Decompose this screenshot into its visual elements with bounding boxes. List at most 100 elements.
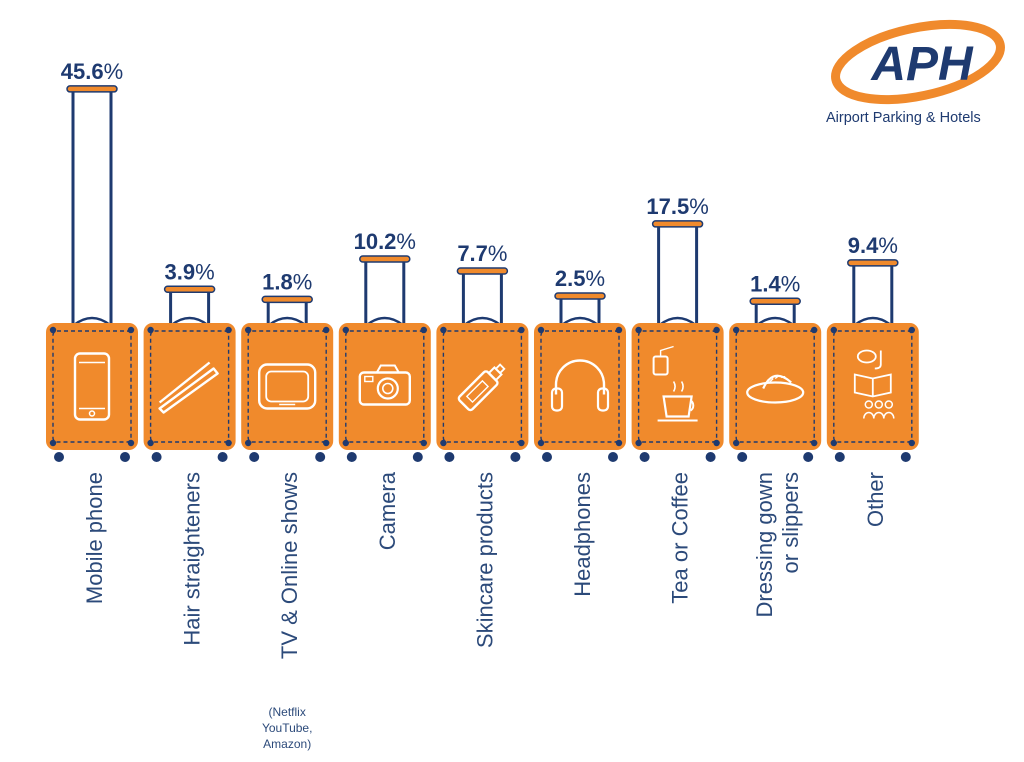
rivet <box>127 439 135 447</box>
handle-grip <box>554 292 606 300</box>
wheel <box>315 452 326 462</box>
handle-grip <box>359 255 411 263</box>
category-label: Tea or Coffee <box>668 472 693 604</box>
handle-grip <box>847 259 899 267</box>
luggage-bar: 2.5% Headphones <box>534 266 626 597</box>
category-label: Other <box>863 472 888 527</box>
wheel <box>249 452 260 462</box>
luggage-bar: 9.4% Other <box>826 233 919 527</box>
value-label: 3.9% <box>165 259 215 284</box>
carry-handle <box>463 316 502 326</box>
category-label: Headphones <box>570 472 595 597</box>
rivet <box>127 326 135 334</box>
rivet <box>635 326 642 334</box>
luggage-bar: 45.6% Mobile phone <box>46 59 138 604</box>
rivet <box>615 326 623 334</box>
carry-handle <box>756 316 794 326</box>
carry-handle <box>268 316 306 326</box>
rivet <box>245 326 252 334</box>
handle-grip <box>651 220 704 228</box>
wheel <box>510 452 521 462</box>
wheel <box>834 452 845 462</box>
suitcase-stitching <box>52 330 132 443</box>
rivet <box>830 439 837 447</box>
luggage-bar: 3.9% Hair straighteners <box>143 259 236 646</box>
rivet <box>440 326 447 334</box>
wheel <box>900 452 911 462</box>
wheel <box>444 452 455 462</box>
luggage-bar: 17.5% Tea or Coffee <box>631 194 724 604</box>
aph-logo-text: APH <box>870 38 974 91</box>
wheel <box>54 452 64 462</box>
carry-handle <box>561 316 599 326</box>
handle-grip <box>456 267 509 275</box>
luggage-bar: 1.4% Dressing gownor slippers <box>729 271 822 618</box>
suitcase-body <box>46 323 138 450</box>
rivet <box>830 326 837 334</box>
rivet <box>147 439 154 447</box>
suitcase-body <box>436 323 529 450</box>
wheel <box>412 452 423 462</box>
category-label: Dressing gownor slippers <box>752 472 803 618</box>
handle-grip <box>749 297 801 306</box>
handle-grip <box>66 85 118 93</box>
rivet <box>225 439 232 447</box>
suitcase-stitching <box>833 330 913 443</box>
value-label: 45.6% <box>61 59 123 84</box>
luggage-bar: 7.7% Skincare products <box>436 241 529 648</box>
tv-icon <box>258 363 317 410</box>
rivet <box>518 326 525 334</box>
suitcase-stitching <box>540 330 620 443</box>
rivet <box>342 439 349 447</box>
headphones-icon <box>550 359 610 412</box>
rivet <box>733 326 740 334</box>
luggage-bar: 10.2% Camera <box>338 229 431 550</box>
rivet <box>420 439 427 447</box>
wheel <box>542 452 552 462</box>
rivet <box>147 326 154 334</box>
rivet <box>908 439 915 447</box>
rivet <box>811 439 818 447</box>
category-label: Mobile phone <box>82 472 107 604</box>
wheel <box>639 452 650 462</box>
rivet <box>908 326 915 334</box>
mobile-phone-icon <box>73 352 111 421</box>
value-label: 7.7% <box>457 241 507 266</box>
suitcase-stitching <box>149 330 230 443</box>
rivet <box>440 439 447 447</box>
wheel <box>120 452 130 462</box>
suitcase-body <box>338 323 431 450</box>
category-note: YouTube, <box>262 721 313 735</box>
suitcase-body <box>241 323 334 450</box>
carry-handle <box>170 316 209 326</box>
rivet <box>420 326 427 334</box>
rivet <box>713 326 720 334</box>
rivet <box>811 326 818 334</box>
wheel <box>705 452 716 462</box>
category-note: Amazon) <box>263 737 311 751</box>
luggage-bar: 1.8% TV & Online shows (Netflix YouTube, Ama… <box>241 269 334 751</box>
wheel <box>346 452 357 462</box>
wheel <box>803 452 814 462</box>
rivet <box>225 326 232 334</box>
suitcase-stitching <box>735 330 815 443</box>
rivet <box>713 439 720 447</box>
value-label: 2.5% <box>555 266 605 291</box>
suitcase-stitching <box>637 330 718 443</box>
aph-logo: APH <box>831 19 1005 105</box>
value-label: 1.4% <box>750 271 800 296</box>
rivet <box>323 439 330 447</box>
skincare-tube-icon <box>457 363 506 412</box>
rivet <box>49 439 57 447</box>
value-label: 17.5% <box>646 194 708 219</box>
rivet <box>615 439 623 447</box>
other-icon <box>853 349 895 419</box>
category-label: Hair straighteners <box>180 472 205 646</box>
category-label: Skincare products <box>472 472 497 648</box>
rivet <box>733 439 740 447</box>
rivet <box>537 439 545 447</box>
suitcase-body <box>631 323 724 450</box>
carry-handle <box>854 316 892 326</box>
suitcase-stitching <box>345 330 425 443</box>
